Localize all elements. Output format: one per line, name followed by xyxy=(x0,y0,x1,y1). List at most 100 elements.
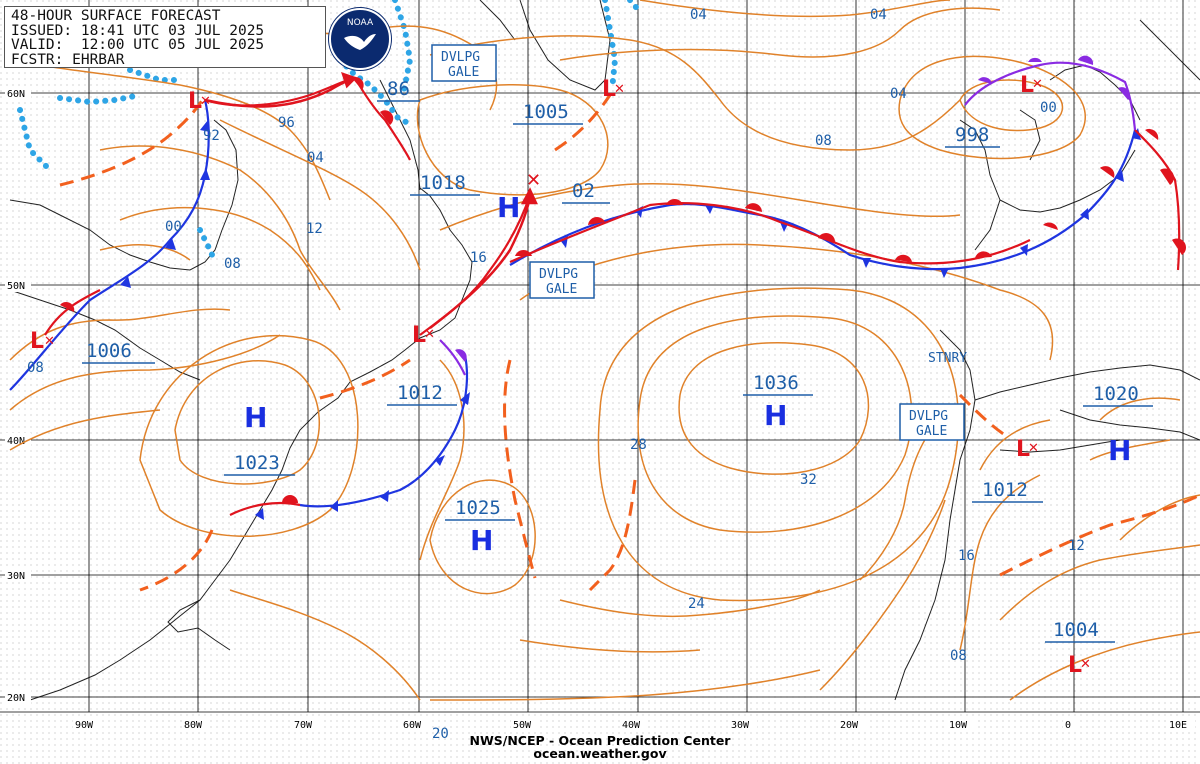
isobar-label: 12 xyxy=(306,221,323,237)
isobar-label-1005: 1005 xyxy=(523,101,569,123)
isobar-label: 32 xyxy=(800,472,817,488)
occluded-front-symbols xyxy=(455,55,1130,362)
footer-credit: NWS/NCEP - Ocean Prediction Center ocean… xyxy=(0,734,1200,760)
pressure-value-1006: 1006 xyxy=(86,340,132,362)
valid-time: VALID: 12:00 UTC 05 JUL 2025 xyxy=(11,37,265,53)
lon-label: 10W xyxy=(949,720,968,731)
cold-front-barbs xyxy=(120,120,1141,520)
gale-warning-line1: DVLPG xyxy=(441,50,480,65)
lon-label: 50W xyxy=(513,720,532,731)
pressure-value-1020: 1020 xyxy=(1093,383,1139,405)
isobar-label-1012-west: 1012 xyxy=(397,382,443,404)
low-center-symbol: L xyxy=(1016,437,1030,462)
gale-warning-line1: DVLPG xyxy=(909,409,948,424)
pressure-value-1018: 1018 xyxy=(420,172,466,194)
low-center-x: ✕ xyxy=(614,82,625,97)
low-center-x: ✕ xyxy=(1080,657,1091,672)
noaa-logo-text: NOAA xyxy=(346,18,374,28)
isobar-label: 00 xyxy=(165,219,182,235)
isobar-label: 24 xyxy=(688,596,705,612)
high-center-symbol: H xyxy=(1108,434,1131,467)
graticule xyxy=(0,0,1200,713)
longitude-labels: 90W 80W 70W 60W 50W 40W 30W 20W 10W 0 10… xyxy=(73,717,1195,731)
bird-icon xyxy=(344,34,376,50)
low-center-x: ✕ xyxy=(200,94,211,109)
gale-warning-line2: GALE xyxy=(546,282,577,297)
low-center-symbol: L xyxy=(1020,73,1034,98)
lon-label: 10E xyxy=(1169,720,1187,731)
high-center-symbol: H xyxy=(497,191,520,224)
pressure-value-998: 998 xyxy=(955,124,989,146)
low-center-symbol: L xyxy=(412,323,426,348)
pressure-value-1036: 1036 xyxy=(753,372,799,394)
footer-url[interactable]: ocean.weather.gov xyxy=(533,746,667,761)
isobar-label: 04 xyxy=(870,7,887,23)
low-center-symbol: L xyxy=(602,77,616,102)
ice-edge xyxy=(17,0,643,265)
isobar-label: 28 xyxy=(630,437,647,453)
isobar-label: 04 xyxy=(690,7,707,23)
lat-label: 30N xyxy=(7,571,25,582)
isobar-label: 08 xyxy=(224,256,241,272)
low-center-x: ✕ xyxy=(44,334,55,349)
high-center-symbol: H xyxy=(470,524,493,557)
isobar-label: 16 xyxy=(470,250,487,266)
high-center-symbol: H xyxy=(244,401,267,434)
lon-label: 40W xyxy=(622,720,641,731)
high-center-symbol: H xyxy=(764,399,787,432)
lon-label: 70W xyxy=(294,720,313,731)
occluded-fronts xyxy=(439,61,1137,376)
gale-warning-line2: GALE xyxy=(916,424,947,439)
isobar-label: 08 xyxy=(950,648,967,664)
low-center-x: ✕ xyxy=(1032,77,1043,92)
noaa-logo: NOAA xyxy=(329,8,391,70)
issued-time: ISSUED: 18:41 UTC 03 JUL 2025 xyxy=(11,22,265,39)
latitude-labels: 60N 50N 40N 30N 20N xyxy=(5,86,31,704)
forecast-title: 48-HOUR SURFACE FORECAST xyxy=(11,8,221,24)
lat-label: 60N xyxy=(7,89,25,100)
lon-label: 80W xyxy=(184,720,203,731)
isobar-label: 04 xyxy=(890,86,907,102)
stationary-front-label: STNRY xyxy=(928,351,967,366)
low-center-x: ✕ xyxy=(1028,441,1039,456)
trough-lines xyxy=(59,94,1200,592)
isobar-label-86: 86 xyxy=(387,78,410,100)
isobar-label: 04 xyxy=(307,150,324,166)
low-center-symbol: L xyxy=(30,329,44,354)
gale-warning-box xyxy=(529,261,595,299)
gale-warning-line1: DVLPG xyxy=(539,267,578,282)
gale-warning-box xyxy=(431,44,497,82)
isobar-label-02: 02 xyxy=(572,180,595,202)
isobar-label: 20 xyxy=(432,726,449,742)
forecast-header: 48-HOUR SURFACE FORECAST ISSUED: 18:41 U… xyxy=(4,6,326,68)
isobar-label: 12 xyxy=(1068,538,1085,554)
pressure-centers: L ✕ L ✕ L ✕ L ✕ L ✕ L ✕ L ✕ ✕ H H H H H xyxy=(30,73,1131,678)
lon-label: 30W xyxy=(731,720,750,731)
isobar-label: 08 xyxy=(27,360,44,376)
gale-warning-line2: GALE xyxy=(448,65,479,80)
gale-warnings: DVLPG GALE DVLPG GALE DVLPG GALE STNRY xyxy=(431,44,967,441)
lon-label: 60W xyxy=(403,720,422,731)
pressure-value-1025: 1025 xyxy=(455,497,501,519)
isobar-label: 96 xyxy=(278,115,295,131)
isobar-label: 08 xyxy=(815,133,832,149)
low-center-x: ✕ xyxy=(424,327,435,342)
low-center-symbol: L xyxy=(188,89,202,114)
lat-label: 40N xyxy=(7,436,25,447)
isobar-label: 00 xyxy=(1040,100,1057,116)
low-center-symbol: L xyxy=(1068,653,1082,678)
isobar-label: 92 xyxy=(203,128,220,144)
low-center-x: ✕ xyxy=(526,170,541,191)
lat-label: 20N xyxy=(7,693,25,704)
forecaster: FCSTR: EHRBAR xyxy=(11,51,125,68)
isobar-labels: 92 96 00 04 08 12 16 04 04 04 08 00 28 3… xyxy=(27,7,1085,742)
lon-label: 20W xyxy=(840,720,859,731)
pressure-values: 1006 998 1004 1023 1018 1036 1025 1020 8… xyxy=(82,78,1153,643)
lon-label: 0 xyxy=(1065,720,1071,731)
isobar-label-1012-east: 1012 xyxy=(982,479,1028,501)
footer-agency: NWS/NCEP - Ocean Prediction Center xyxy=(469,733,731,748)
lon-label: 90W xyxy=(75,720,94,731)
gale-warning-box xyxy=(899,403,965,441)
